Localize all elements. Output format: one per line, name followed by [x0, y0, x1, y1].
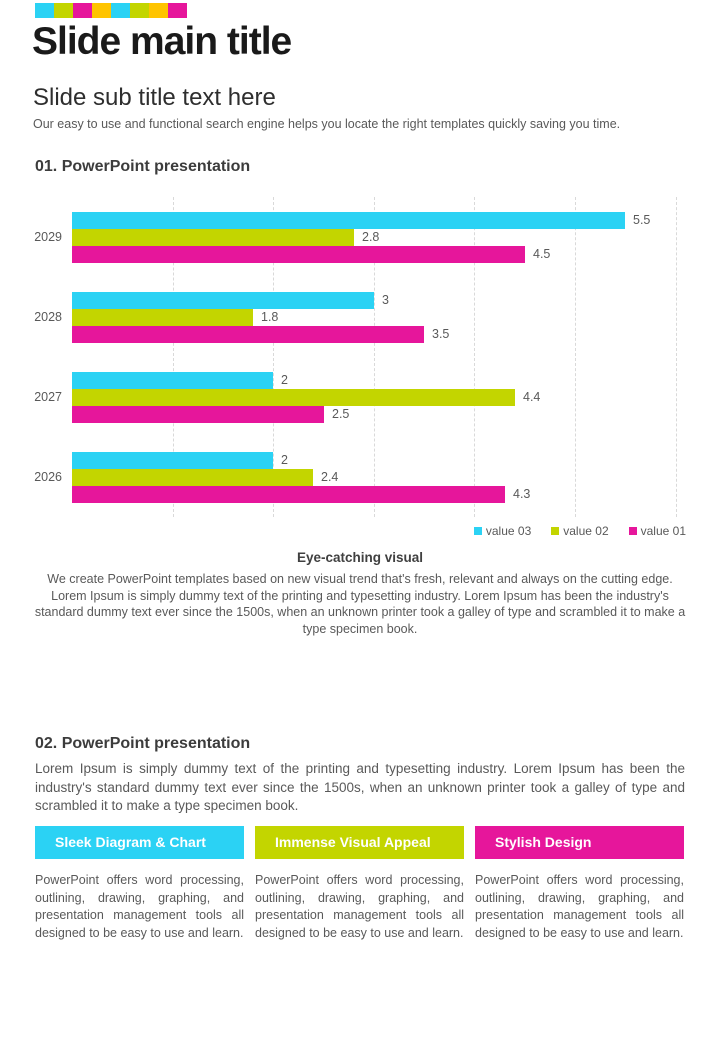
bar-chart: value 03 value 02 value 01 2029 5.5 2.8 4.5 20…: [0, 197, 720, 543]
chart-bar: [72, 326, 424, 343]
chart-data-label: 4.5: [530, 246, 554, 263]
chart-bar: [72, 452, 273, 469]
chart-gridline: [575, 197, 576, 517]
decorative-color-stripe: [35, 3, 187, 18]
feature-column: Immense Visual Appeal PowerPoint offers …: [255, 826, 464, 942]
chart-data-label: 1.8: [258, 309, 282, 326]
legend-swatch-icon: [551, 527, 560, 535]
column-header-badge: Immense Visual Appeal: [255, 826, 464, 859]
legend-swatch-icon: [628, 527, 637, 535]
chart-bar: [72, 212, 625, 229]
chart-category-label: 2026: [34, 470, 62, 484]
chart-bar: [72, 389, 515, 406]
feature-column: Sleek Diagram & Chart PowerPoint offers …: [35, 826, 244, 942]
stripe-square: [92, 3, 111, 18]
legend-item: value 03: [473, 524, 532, 538]
chart-data-label: 2: [278, 452, 291, 469]
chart-gridline: [676, 197, 677, 517]
stripe-square: [149, 3, 168, 18]
chart-bar: [72, 292, 374, 309]
chart-bar: [72, 406, 324, 423]
legend-item: value 02: [551, 524, 609, 538]
legend-label: value 03: [485, 524, 532, 538]
feature-columns: Sleek Diagram & Chart PowerPoint offers …: [35, 826, 685, 942]
column-text: PowerPoint offers word processing, outli…: [255, 873, 464, 940]
legend-item: value 01: [628, 524, 686, 538]
visual-title: Eye-catching visual: [296, 550, 424, 565]
chart-bar: [72, 486, 505, 503]
column-text: PowerPoint offers word processing, outli…: [35, 873, 244, 940]
column-header-badge: Stylish Design: [475, 826, 684, 859]
feature-column: Stylish Design PowerPoint offers word pr…: [475, 826, 684, 942]
chart-bar: [72, 229, 354, 246]
chart-data-label: 2: [278, 372, 291, 389]
chart-bar: [72, 372, 273, 389]
stripe-square: [35, 3, 54, 18]
section1-heading: 01. PowerPoint presentation: [35, 158, 251, 175]
chart-gridline: [273, 197, 274, 517]
chart-bar: [72, 246, 525, 263]
chart-data-label: 5.5: [630, 212, 654, 229]
section2-paragraph: Lorem Ipsum is simply dummy text of the …: [35, 761, 685, 813]
chart-category-label: 2028: [34, 310, 62, 324]
chart-data-label: 4.4: [520, 389, 544, 406]
chart-gridline: [474, 197, 475, 517]
main-title: Slide main title: [32, 20, 292, 63]
stripe-square: [73, 3, 92, 18]
stripe-square: [111, 3, 130, 18]
legend-label: value 01: [640, 524, 686, 538]
chart-bar: [72, 469, 313, 486]
column-text: PowerPoint offers word processing, outli…: [475, 873, 684, 940]
chart-data-label: 4.3: [510, 486, 534, 503]
sub-title: Slide sub title text here: [33, 84, 276, 111]
stripe-square: [54, 3, 73, 18]
stripe-square: [130, 3, 149, 18]
chart-data-label: 2.4: [318, 469, 342, 486]
chart-data-label: 3.5: [429, 326, 453, 343]
chart-category-label: 2027: [34, 390, 62, 404]
chart-data-label: 2.5: [329, 406, 353, 423]
section2-heading: 02. PowerPoint presentation: [35, 735, 251, 752]
column-header-badge: Sleek Diagram & Chart: [35, 826, 244, 859]
chart-category-label: 2029: [34, 230, 62, 244]
legend-label: value 02: [563, 524, 609, 538]
chart-data-label: 3: [379, 292, 392, 309]
chart-bar: [72, 309, 253, 326]
visual-paragraph: We create PowerPoint templates based on …: [34, 572, 686, 636]
stripe-square: [168, 3, 187, 18]
legend-swatch-icon: [473, 527, 482, 535]
chart-gridline: [374, 197, 375, 517]
chart-gridline: [173, 197, 174, 517]
intro-text: Our easy to use and functional search en…: [33, 117, 621, 131]
chart-legend: value 03 value 02 value 01: [473, 524, 686, 538]
chart-data-label: 2.8: [359, 229, 383, 246]
